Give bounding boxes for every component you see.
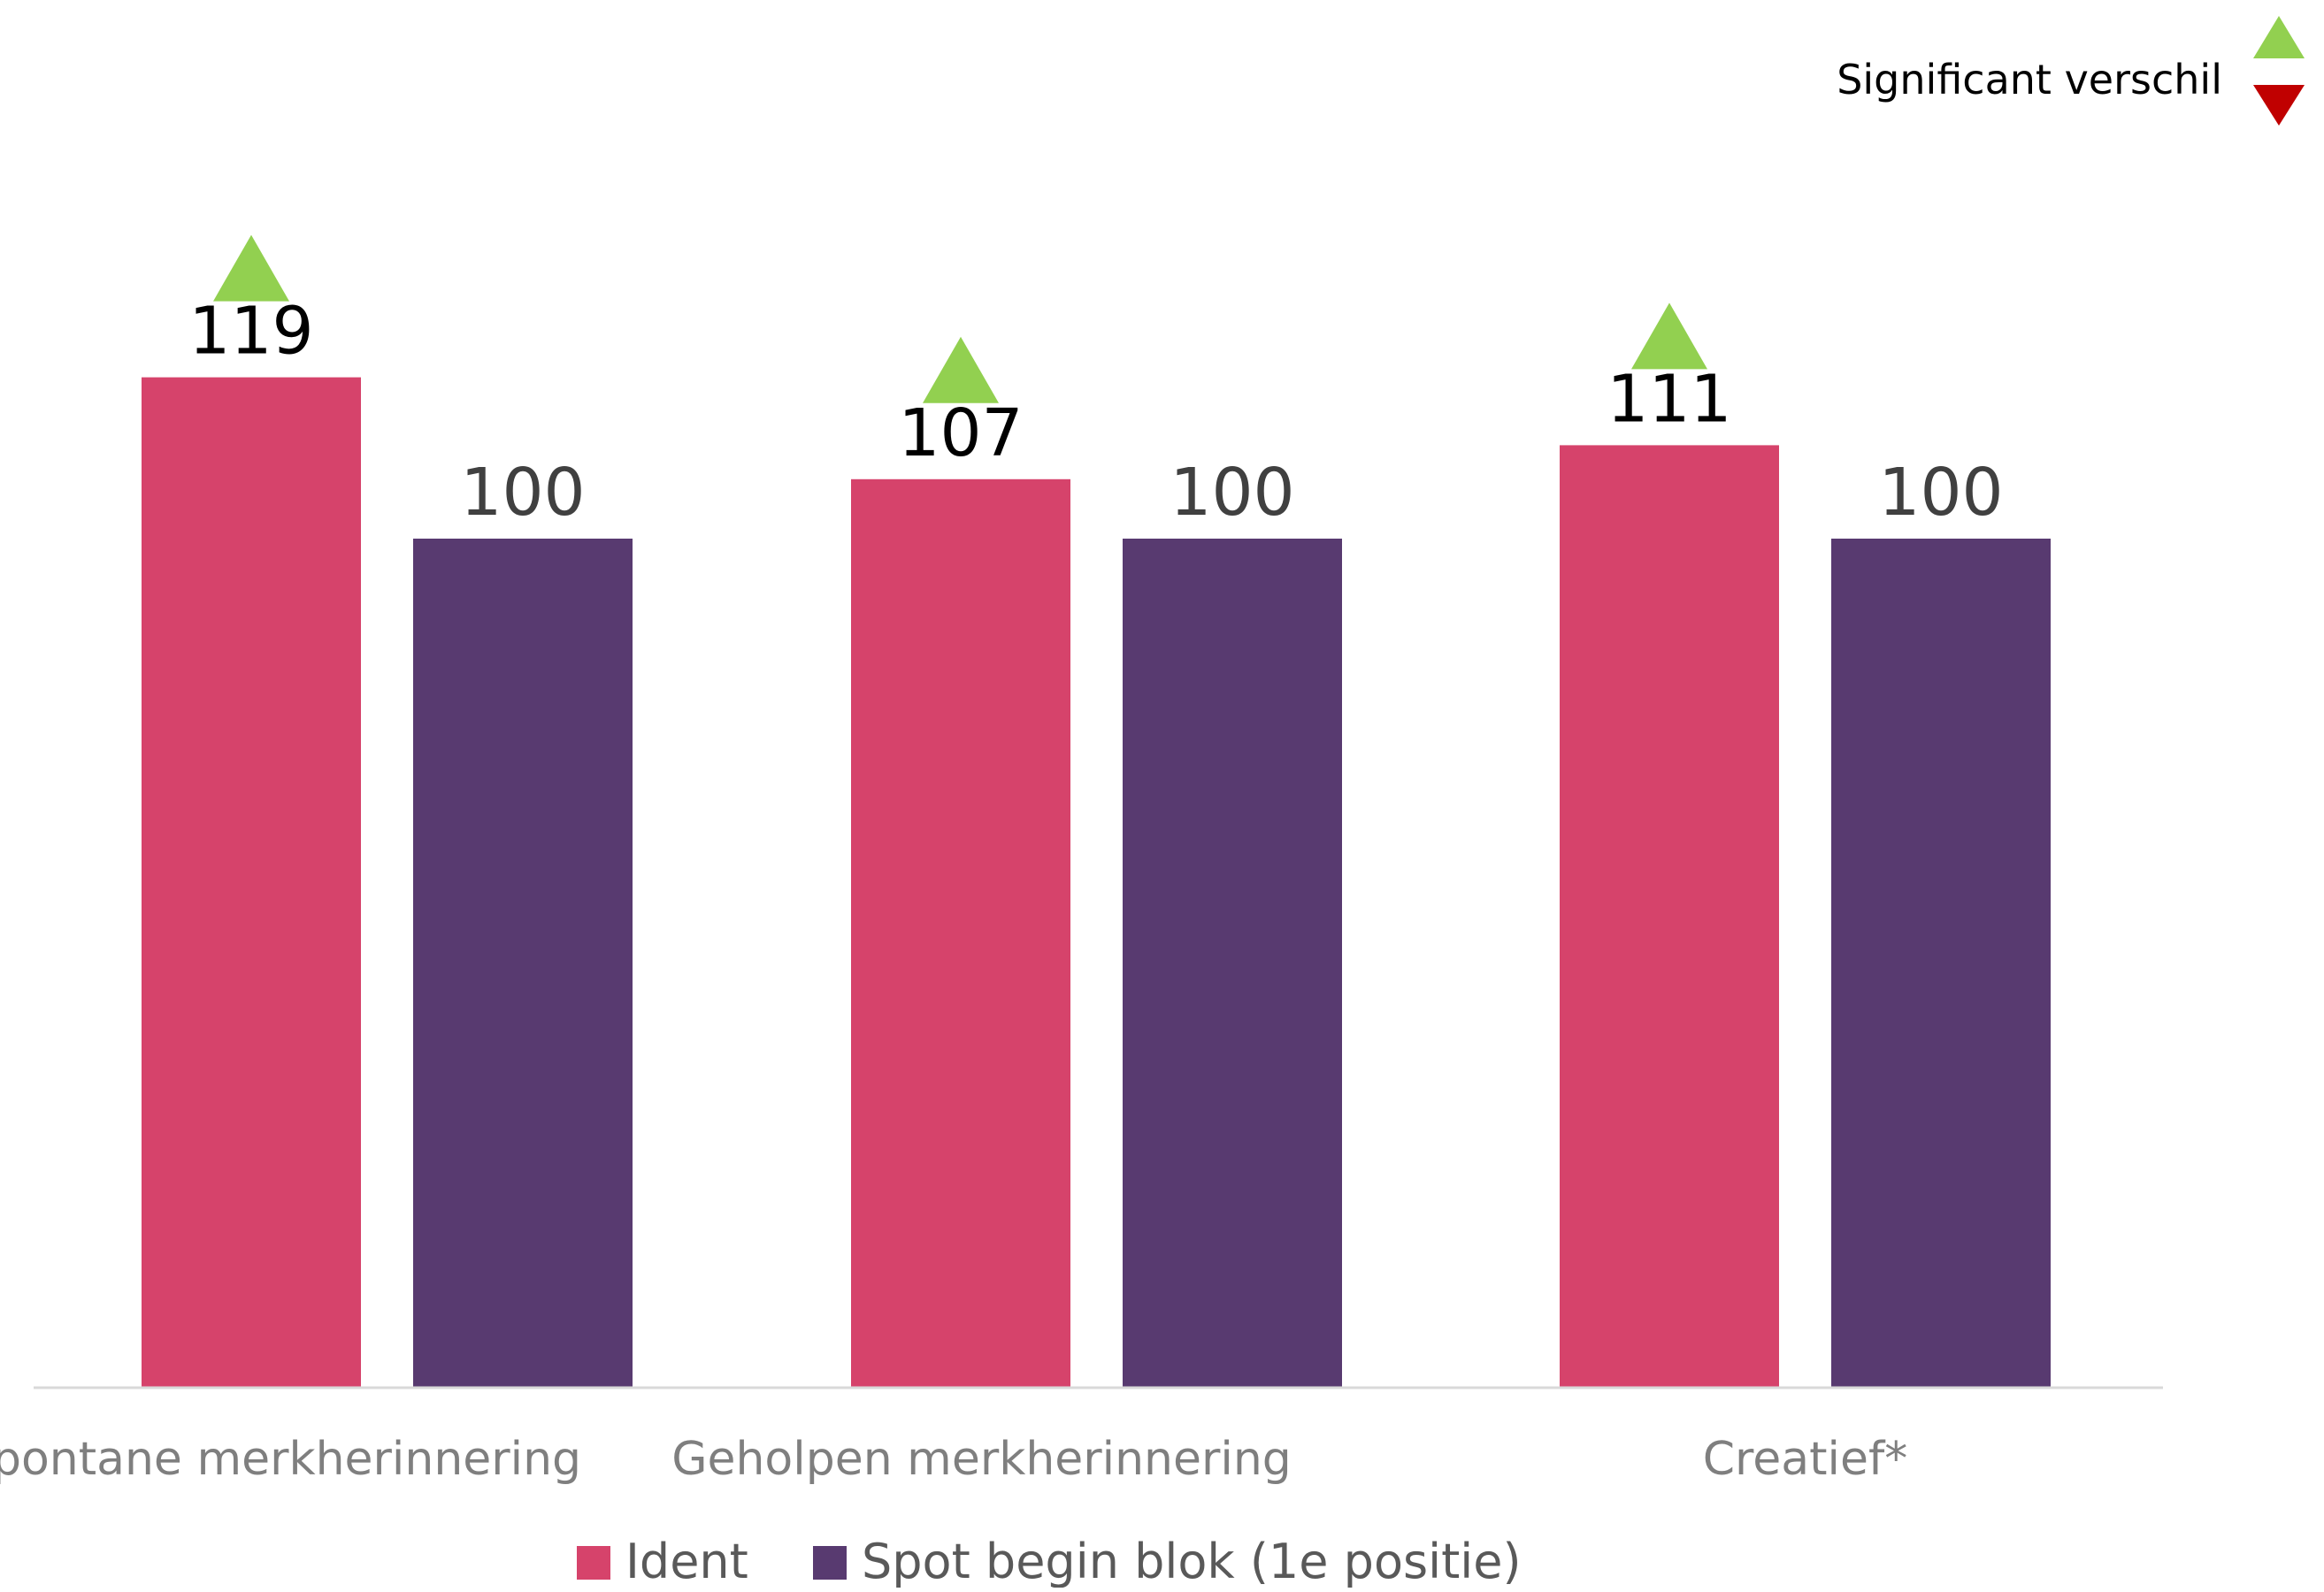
value-label: 119 bbox=[188, 294, 313, 370]
significant-up-icon bbox=[1631, 302, 1707, 370]
bar-spot-begin-blok-2 bbox=[1831, 539, 2051, 1388]
bar-ident-0 bbox=[142, 377, 361, 1389]
significance-legend: Significant verschil bbox=[1837, 16, 2305, 126]
bar-spot-begin-blok-1 bbox=[1123, 539, 1342, 1388]
category-labels-layer: Spontane merkherinnering Geholpen merkher… bbox=[0, 1433, 1907, 1486]
bar-ident-1 bbox=[851, 478, 1070, 1388]
value-labels-layer: 119 100 107 100 111 100 bbox=[188, 294, 2003, 531]
significant-up-icon bbox=[213, 234, 289, 302]
significant-down-icon bbox=[2253, 85, 2305, 126]
bars-layer bbox=[142, 377, 2051, 1389]
bar-spot-begin-blok-0 bbox=[413, 539, 633, 1388]
bar-ident-2 bbox=[1560, 445, 1779, 1388]
series-legend: Ident Spot begin blok (1e positie) bbox=[577, 1534, 1522, 1589]
significance-legend-label: Significant verschil bbox=[1837, 56, 2222, 103]
significance-markers-layer bbox=[213, 234, 1707, 403]
legend-swatch-spot-begin-blok bbox=[813, 1546, 847, 1580]
value-label: 111 bbox=[1607, 361, 1731, 437]
category-label: Spontane merkherinnering bbox=[0, 1433, 581, 1486]
significant-up-icon bbox=[2253, 16, 2305, 58]
category-label: Creatief* bbox=[1703, 1433, 1908, 1486]
category-label: Geholpen merkherinnering bbox=[671, 1433, 1292, 1486]
value-label: 100 bbox=[1878, 455, 2003, 531]
value-label: 100 bbox=[460, 455, 585, 531]
value-label: 100 bbox=[1170, 455, 1294, 531]
legend-label-spot-begin-blok: Spot begin blok (1e positie) bbox=[862, 1534, 1522, 1588]
value-label: 107 bbox=[898, 395, 1023, 471]
legend-swatch-ident bbox=[577, 1546, 610, 1580]
significant-up-icon bbox=[923, 336, 999, 403]
legend-label-ident: Ident bbox=[625, 1534, 748, 1588]
